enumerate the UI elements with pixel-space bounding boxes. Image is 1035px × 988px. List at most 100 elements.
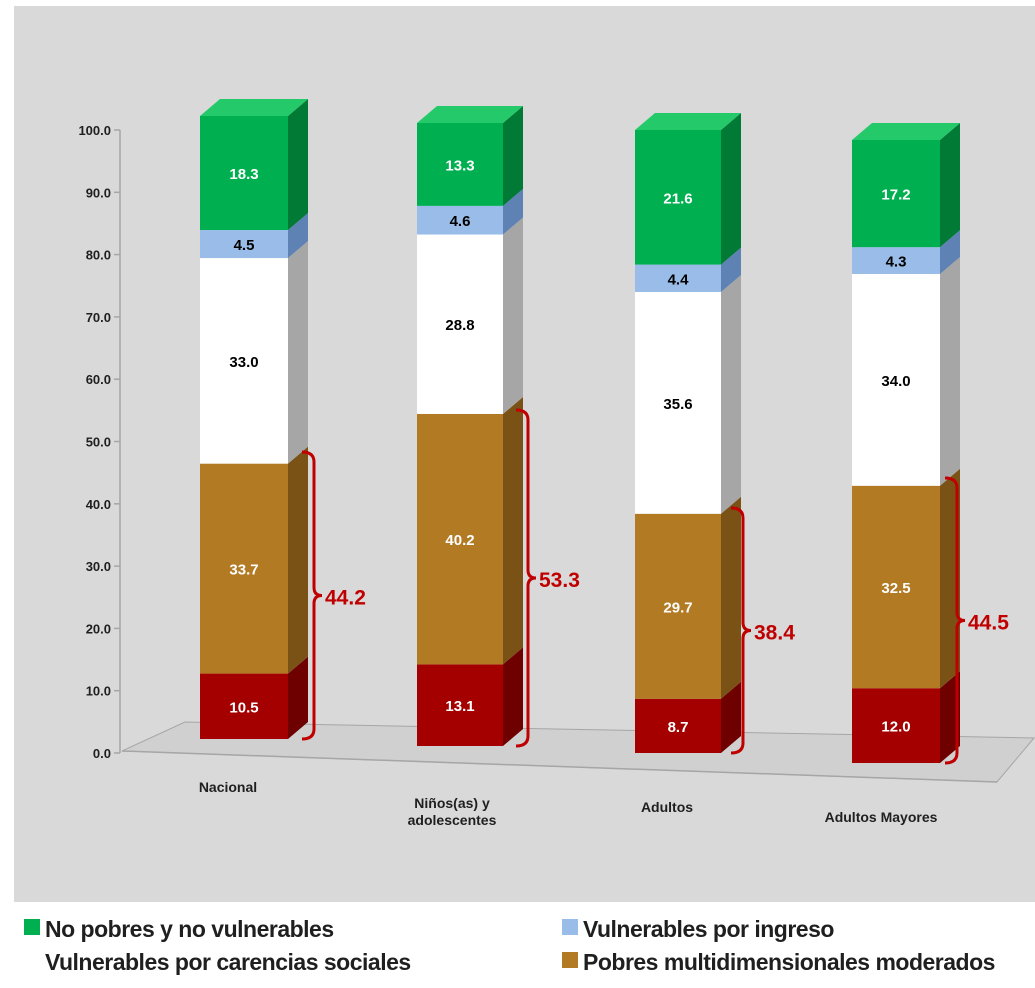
- data-label: 35.6: [663, 396, 692, 413]
- bar-segment: [200, 258, 288, 464]
- data-label: 21.6: [663, 190, 692, 207]
- legend-item: No pobres y no vulnerables: [24, 912, 334, 942]
- legend-swatch-no-pobres: [24, 918, 40, 935]
- legend: No pobres y no vulnerables Vulnerables p…: [0, 900, 1035, 983]
- data-label: 4.6: [450, 213, 471, 230]
- y-tick-label: 20.0: [86, 621, 111, 636]
- data-label: 4.5: [234, 237, 255, 254]
- data-label: 10.5: [229, 699, 258, 716]
- legend-swatch-vulnerables-ingreso: [562, 918, 578, 935]
- bar-segment: [417, 413, 503, 665]
- data-label: 32.5: [881, 580, 910, 597]
- data-label: 40.2: [445, 532, 474, 549]
- bar-segment: [417, 123, 503, 206]
- bar-segment-side: [503, 217, 523, 414]
- data-label: 8.7: [668, 719, 689, 736]
- bar-segment-side: [940, 671, 960, 763]
- legend-label: Vulnerables por ingreso: [583, 915, 834, 942]
- bar-segment: [635, 130, 721, 265]
- bar-segment-side: [721, 113, 741, 265]
- data-label: 29.7: [663, 599, 692, 616]
- bar-top: [417, 106, 523, 123]
- legend-label: Vulnerables por carencias sociales: [45, 948, 411, 975]
- bar-segment: [852, 140, 940, 248]
- legend-item: Vulnerables por ingreso: [562, 912, 834, 942]
- legend-swatch-pobres-moderados: [562, 951, 578, 968]
- x-axis-line: [121, 750, 998, 783]
- bar-segment: [200, 673, 288, 739]
- x-tick-label: Adultos Mayores: [825, 809, 938, 825]
- bar-segment-side: [288, 99, 308, 231]
- poverty-bracket: [730, 506, 752, 755]
- poverty-total-label: 53.3: [539, 569, 580, 592]
- data-label: 4.4: [668, 271, 690, 288]
- legend-swatch-vulnerables-carencias: [24, 951, 40, 968]
- bar-top: [852, 123, 960, 140]
- y-tick-label: 90.0: [86, 185, 111, 200]
- data-label: 13.1: [445, 698, 474, 715]
- bar-segment-side: [503, 188, 523, 235]
- bar-segment-side: [721, 247, 741, 292]
- y-tick-label: 100.0: [78, 123, 111, 138]
- data-label: 13.3: [445, 157, 474, 174]
- bar-segment-side: [288, 241, 308, 464]
- bar-segment: [635, 513, 721, 699]
- bar-segment-side: [721, 496, 741, 699]
- bar-segment-side: [940, 123, 960, 248]
- bar-segment-side: [288, 656, 308, 739]
- bar-segment-side: [940, 468, 960, 689]
- legend-label: No pobres y no vulnerables: [45, 915, 334, 942]
- y-tick-label: 50.0: [86, 435, 111, 450]
- y-tick-label: 30.0: [86, 559, 111, 574]
- bar-segment-side: [288, 446, 308, 674]
- y-tick-label: 10.0: [86, 684, 111, 699]
- data-label: 33.7: [229, 562, 258, 579]
- data-label: 28.8: [445, 317, 474, 334]
- poverty-total-label: 44.5: [968, 612, 1009, 635]
- bar-segment-side: [721, 274, 741, 514]
- legend-item: Pobres multidimensionales moderados: [562, 945, 995, 975]
- bar-segment-side: [503, 106, 523, 206]
- bar-segment: [200, 230, 288, 259]
- bar-segment-side: [940, 230, 960, 274]
- data-label: 33.0: [229, 354, 258, 371]
- bar-top: [200, 99, 308, 116]
- legend-label: Pobres multidimensionales moderados: [583, 948, 995, 975]
- y-tick-label: 60.0: [86, 372, 111, 387]
- bar-segment: [417, 205, 503, 235]
- y-tick-label: 0.0: [93, 746, 111, 761]
- bar-segment: [417, 664, 503, 746]
- x-tick-label: Niños(as) y: [414, 795, 490, 811]
- x-tick-label: adolescentes: [408, 812, 497, 828]
- bar-segment-side: [940, 256, 960, 486]
- poverty-bracket: [944, 476, 966, 765]
- bar-top: [635, 113, 741, 130]
- bar-segment-side: [721, 681, 741, 753]
- poverty-total-label: 38.4: [754, 622, 795, 645]
- bar-segment: [635, 264, 721, 292]
- poverty-total-label: 44.2: [325, 587, 366, 610]
- bar-segment-side: [288, 213, 308, 259]
- bar-segment: [417, 234, 503, 414]
- bar-segment: [852, 247, 940, 274]
- data-label: 34.0: [881, 373, 910, 390]
- y-tick-label: 80.0: [86, 248, 111, 263]
- bar-segment: [635, 698, 721, 753]
- x-tick-label: Adultos: [641, 799, 693, 815]
- data-label: 18.3: [229, 166, 258, 183]
- bar-segment: [852, 485, 940, 689]
- data-label: 4.3: [886, 254, 907, 271]
- bar-segment: [200, 116, 288, 231]
- poverty-bracket: [301, 450, 323, 741]
- poverty-bracket: [515, 408, 537, 748]
- data-label: 17.2: [881, 187, 910, 204]
- bar-segment: [200, 463, 288, 674]
- y-tick-label: 40.0: [86, 497, 111, 512]
- bar-segment-side: [503, 647, 523, 746]
- bar-segment-side: [503, 396, 523, 665]
- x-tick-label: Nacional: [199, 779, 257, 795]
- y-tick-label: 70.0: [86, 310, 111, 325]
- bar-segment: [852, 688, 940, 763]
